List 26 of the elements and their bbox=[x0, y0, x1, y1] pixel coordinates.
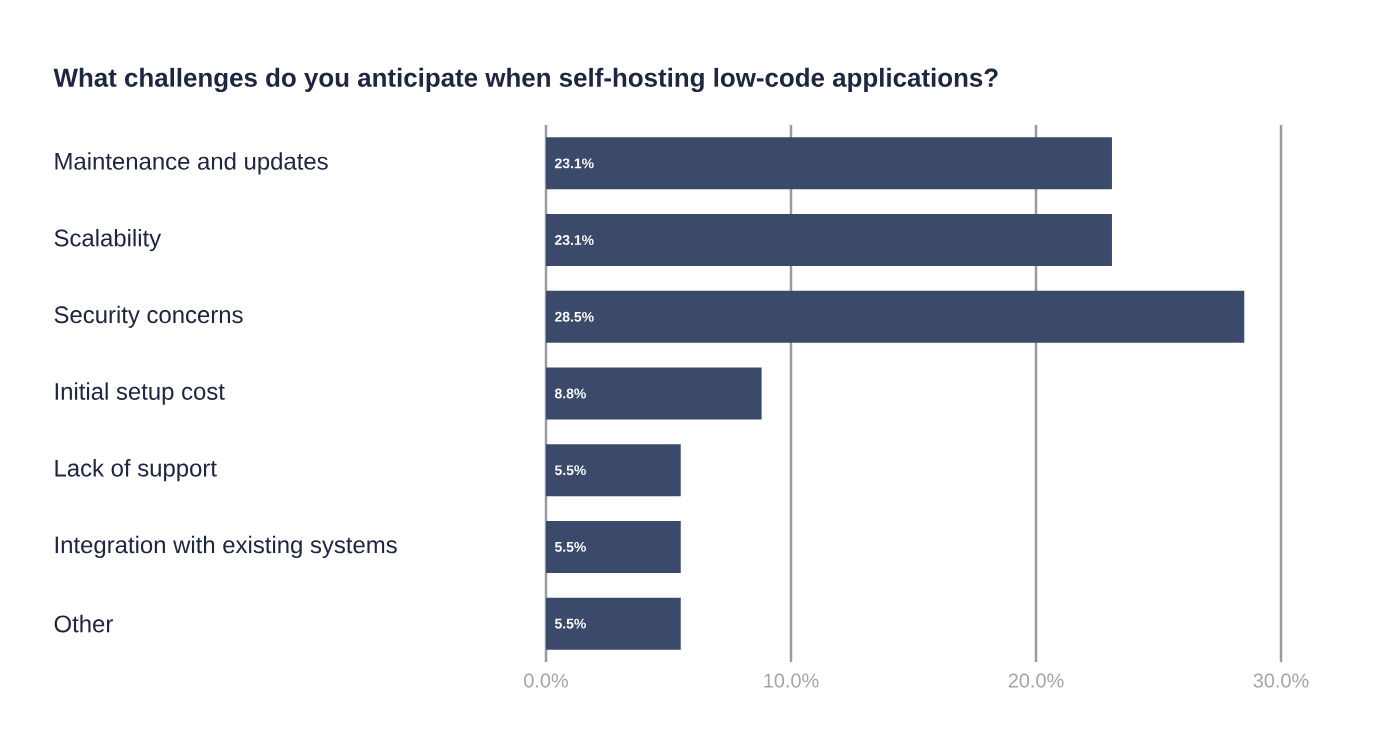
bar bbox=[546, 367, 762, 420]
data-label: 23.1% bbox=[555, 158, 594, 169]
data-label: 8.8% bbox=[554, 388, 586, 399]
y-tick-label: Maintenance and updates bbox=[55, 152, 328, 175]
bar bbox=[546, 290, 1245, 343]
chart-title: What challenges do you anticipate when self-hosting low-code applications? bbox=[53, 67, 998, 93]
x-tick-label: 30.0% bbox=[1253, 673, 1309, 688]
y-tick-label: Initial setup cost bbox=[55, 382, 225, 405]
data-label: 23.1% bbox=[555, 235, 594, 246]
data-label: 5.5% bbox=[554, 465, 586, 476]
bar bbox=[546, 214, 1112, 267]
bar bbox=[546, 137, 1112, 190]
y-tick-label: Other bbox=[54, 614, 113, 633]
y-tick-label: Security concerns bbox=[54, 305, 243, 328]
y-tick-label: Lack of support bbox=[55, 459, 217, 482]
data-label: 5.5% bbox=[554, 542, 586, 552]
x-tick-label: 20.0% bbox=[1008, 673, 1064, 688]
data-label: 28.5% bbox=[555, 311, 594, 322]
bar bbox=[546, 520, 681, 573]
y-tick-label: Scalability bbox=[54, 228, 162, 252]
data-label: 5.5% bbox=[554, 618, 586, 629]
bar bbox=[546, 444, 681, 497]
x-tick-label: 10.0% bbox=[764, 673, 819, 688]
x-tick-label: 0.0% bbox=[524, 673, 568, 688]
bar bbox=[546, 597, 681, 650]
y-tick-label: Integration with existing systems bbox=[55, 535, 397, 559]
